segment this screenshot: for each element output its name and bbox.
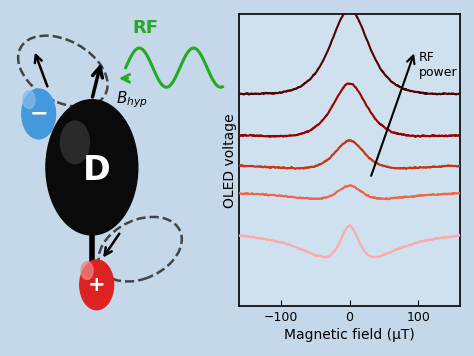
Circle shape (22, 89, 55, 139)
Circle shape (80, 260, 114, 310)
Text: $B_{hyp}$: $B_{hyp}$ (116, 89, 148, 110)
Text: RF: RF (132, 20, 158, 37)
Circle shape (46, 100, 138, 235)
Text: −: − (29, 104, 48, 124)
Circle shape (61, 121, 90, 164)
Text: +: + (88, 275, 106, 295)
X-axis label: Magnetic field (μT): Magnetic field (μT) (284, 328, 415, 342)
Y-axis label: OLED voltage: OLED voltage (223, 113, 237, 208)
Circle shape (81, 262, 93, 279)
Text: RF
power: RF power (419, 51, 457, 79)
Circle shape (23, 91, 35, 109)
Text: D: D (83, 155, 110, 187)
